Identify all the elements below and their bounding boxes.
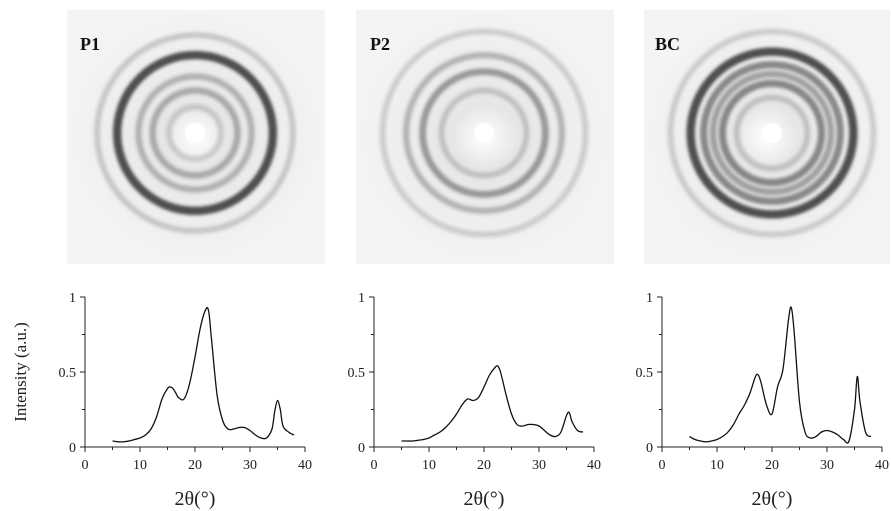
diffraction-ring-bc-1 [718, 79, 826, 187]
series-line-bc-0 [689, 306, 872, 444]
diffraction-image-bc [644, 10, 890, 264]
x-tick-label-p2-20: 20 [477, 458, 491, 473]
x-tick-label-p2-40: 40 [587, 458, 601, 473]
x-tick-label-p1-20: 20 [188, 458, 202, 473]
diffraction-ring-p1-0 [166, 104, 224, 162]
y-tick-label-bc-2: 1 [646, 291, 653, 306]
diffraction-ring-bc-5 [667, 28, 877, 238]
diffraction-ring-bc-4 [686, 47, 858, 219]
y-tick-label-p2-1: 0.5 [348, 366, 366, 381]
diffraction-ring-p2-2 [403, 51, 566, 215]
intensity-plot-p2: 0 10 20 30 40 0 0.5 1 2θ(°) [348, 291, 602, 510]
panel-bc: BC 0 10 20 30 40 0 0.5 1 2θ(°) [636, 10, 890, 510]
diffraction-ring-p1-4 [94, 32, 296, 234]
beam-stop-p1 [185, 123, 205, 143]
y-axis-label: Intensity (a.u.) [11, 322, 30, 422]
series-line-p2-0 [401, 365, 584, 442]
y-tick-label-p1-1: 0.5 [59, 366, 77, 381]
y-tick-label-p2-0: 0 [358, 441, 365, 456]
x-tick-label-bc-40: 40 [875, 458, 889, 473]
y-tick-label-bc-1: 0.5 [636, 366, 654, 381]
beam-stop-bc [762, 123, 782, 143]
intensity-plot-p1: 0 10 20 30 40 0 0.5 1 2θ(°) [59, 291, 313, 510]
x-tick-label-bc-0: 0 [659, 458, 666, 473]
x-axis-label-p2: 2θ(°) [464, 488, 505, 510]
diffraction-ring-p2-0 [438, 87, 530, 179]
y-tick-label-p1-0: 0 [69, 441, 76, 456]
y-tick-label-bc-0: 0 [646, 441, 653, 456]
x-tick-label-p2-30: 30 [532, 458, 546, 473]
diffraction-ring-p1-1 [149, 87, 241, 179]
y-tick-label-p2-2: 1 [358, 291, 365, 306]
x-tick-label-p2-0: 0 [371, 458, 378, 473]
diffraction-image-p2 [356, 10, 614, 264]
x-axis-label-p1: 2θ(°) [175, 488, 216, 510]
x-tick-label-bc-10: 10 [710, 458, 724, 473]
x-tick-label-p1-0: 0 [82, 458, 89, 473]
diffraction-ring-bc-3 [699, 60, 844, 206]
x-tick-label-p1-10: 10 [133, 458, 147, 473]
x-axis-label-bc: 2θ(°) [752, 488, 793, 510]
x-tick-label-p2-10: 10 [422, 458, 436, 473]
panel-p1: P1 0 10 20 30 40 0 0.5 1 2θ(°) [59, 10, 325, 510]
x-tick-label-bc-30: 30 [820, 458, 834, 473]
x-tick-label-bc-20: 20 [765, 458, 779, 473]
panel-p2: P2 0 10 20 30 40 0 0.5 1 2θ(°) [348, 10, 614, 510]
diffraction-ring-p1-3 [112, 50, 278, 216]
panel-label-bc: BC [655, 34, 680, 54]
y-tick-label-p1-2: 1 [69, 291, 76, 306]
x-tick-label-p1-30: 30 [243, 458, 257, 473]
diffraction-ring-bc-2 [709, 70, 835, 196]
panel-label-p1: P1 [80, 34, 100, 54]
intensity-plot-bc: 0 10 20 30 40 0 0.5 1 2θ(°) [636, 291, 890, 510]
diffraction-ring-p2-1 [419, 68, 549, 198]
beam-stop-p2 [474, 123, 494, 143]
x-tick-label-p1-40: 40 [298, 458, 312, 473]
series-line-p1-0 [112, 306, 295, 443]
diffraction-ring-bc-0 [733, 94, 811, 172]
diffraction-ring-p1-2 [135, 73, 255, 193]
diffraction-image-p1 [67, 10, 325, 264]
diffraction-ring-p2-3 [379, 28, 589, 238]
panel-label-p2: P2 [370, 34, 390, 54]
